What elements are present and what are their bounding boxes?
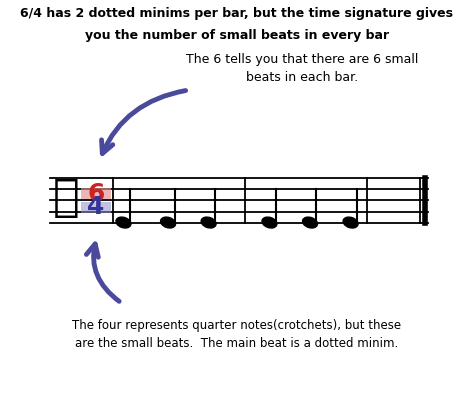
Text: 4: 4	[87, 195, 105, 219]
Text: The 6 tells you that there are 6 small
beats in each bar.: The 6 tells you that there are 6 small b…	[186, 53, 418, 84]
FancyBboxPatch shape	[81, 188, 111, 199]
Text: 6: 6	[87, 181, 105, 206]
Text: The four represents quarter notes(crotchets), but these
are the small beats.  Th: The four represents quarter notes(crotch…	[73, 319, 401, 350]
Ellipse shape	[262, 217, 277, 228]
Ellipse shape	[161, 217, 175, 228]
Ellipse shape	[116, 217, 131, 228]
Ellipse shape	[302, 217, 318, 228]
Text: 6/4 has 2 dotted minims per bar, but the time signature gives: 6/4 has 2 dotted minims per bar, but the…	[20, 7, 454, 20]
Ellipse shape	[201, 217, 216, 228]
Text: you the number of small beats in every bar: you the number of small beats in every b…	[85, 29, 389, 42]
FancyBboxPatch shape	[81, 202, 111, 213]
Ellipse shape	[343, 217, 358, 228]
Text: 𝄞: 𝄞	[53, 175, 79, 219]
